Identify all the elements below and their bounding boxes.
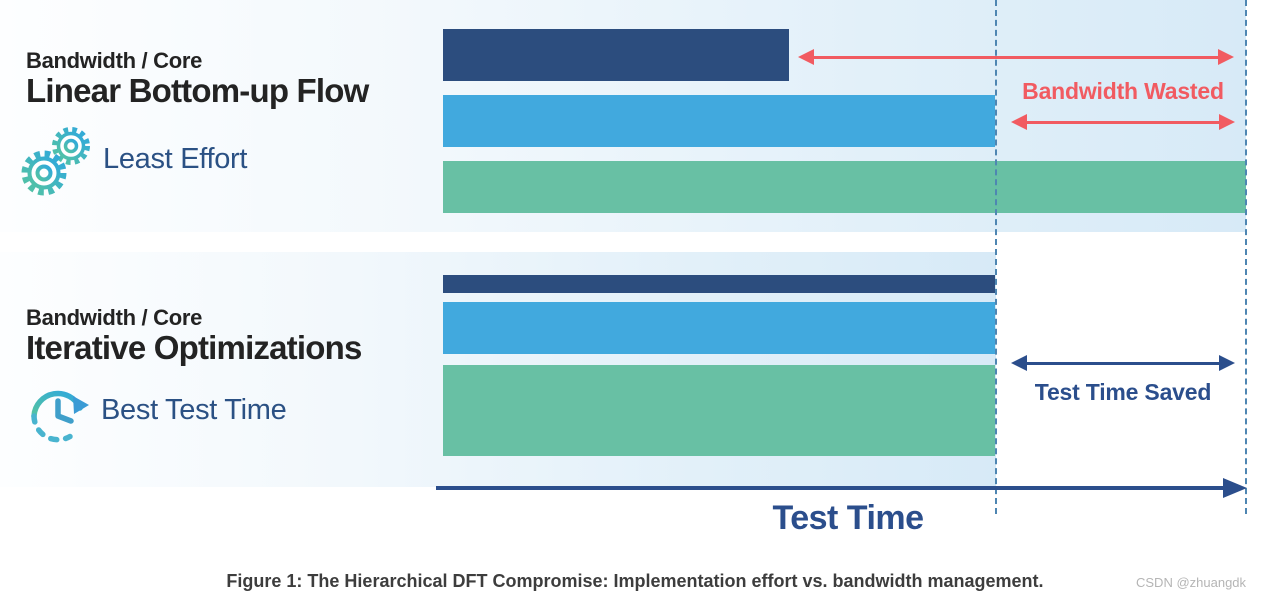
watermark: CSDN @zhuangdk [1136, 575, 1247, 590]
arrow-left-head-icon [1011, 355, 1027, 371]
test-time-saved-label: Test Time Saved [1034, 379, 1212, 405]
iterative-tagline: Best Test Time [101, 394, 287, 426]
linear-flow-subtitle: Bandwidth / Core [26, 48, 203, 73]
iterative-core3-bar [443, 365, 995, 456]
arrow-left-head-icon [798, 49, 814, 65]
linear-core1-bar [443, 29, 789, 81]
axis-label: Test Time [772, 499, 924, 537]
clock-refresh-icon [26, 376, 92, 453]
arrow-right-head-icon [1219, 355, 1235, 371]
arrow-left-head-icon [1011, 114, 1027, 130]
figure-caption: Figure 1: The Hierarchical DFT Compromis… [226, 571, 1044, 591]
bandwidth-wasted-label: Bandwidth Wasted [1022, 78, 1224, 104]
linear-flow-labels: Bandwidth / Core Linear Bottom-up Flow [26, 48, 369, 110]
bandwidth-wasted-arrow-core2 [1011, 114, 1235, 130]
iterative-title: Iterative Optimizations [26, 329, 362, 367]
gears-icon [14, 124, 96, 205]
bandwidth-wasted-arrow-core1 [798, 49, 1234, 65]
arrow-right-head-icon [1219, 114, 1235, 130]
test-time-saved-arrow [1011, 355, 1235, 371]
linear-core2-bar [443, 95, 995, 147]
inner-dashed-guide [995, 0, 997, 514]
test-time-axis [436, 486, 1226, 490]
linear-core3-bar [443, 161, 1246, 213]
iterative-labels: Bandwidth / Core Iterative Optimizations [26, 305, 362, 367]
linear-flow-tagline: Least Effort [103, 143, 248, 175]
outer-dashed-guide [1245, 0, 1247, 514]
linear-flow-title: Linear Bottom-up Flow [26, 72, 369, 110]
arrow-right-head-icon [1218, 49, 1234, 65]
iterative-subtitle: Bandwidth / Core [26, 305, 203, 330]
axis-arrow-head-icon [1223, 478, 1247, 498]
iterative-core2-bar [443, 302, 995, 354]
iterative-core1-bar [443, 275, 995, 293]
